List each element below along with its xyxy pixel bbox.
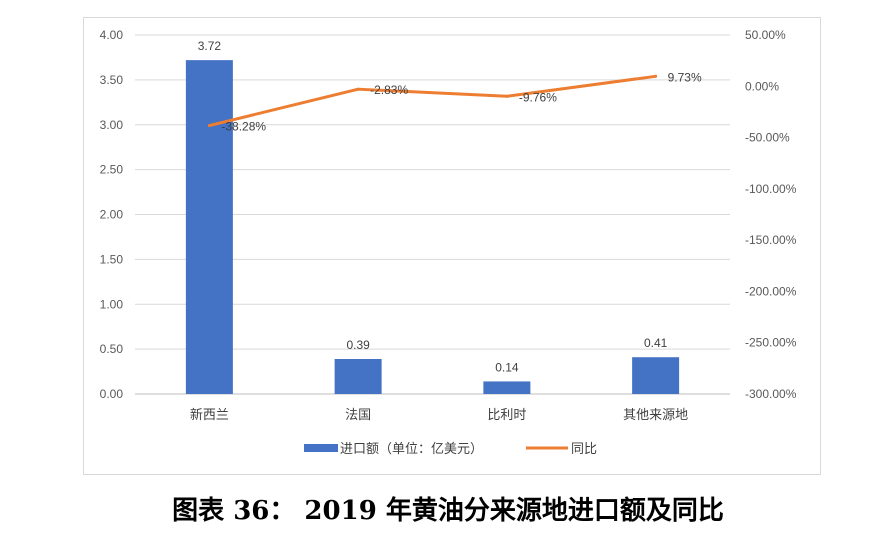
bar-data-labels: 3.72 0.39 0.14 0.41 (198, 39, 668, 374)
line-data-label: -2.83% (370, 83, 408, 97)
right-axis-ticks: -300.00% -250.00% -200.00% -150.00% -100.00%… (745, 28, 797, 401)
right-axis-tick-label: 0.00% (745, 79, 779, 93)
category-label: 法国 (345, 408, 371, 423)
category-label: 其他来源地 (623, 408, 688, 423)
figure-caption: 图表 36： 2019 年黄油分来源地进口额及同比 (172, 496, 724, 526)
left-axis-tick-label: 2.00 (100, 208, 124, 222)
left-axis-tick-label: 0.00 (100, 387, 124, 401)
chart-frame (83, 17, 821, 475)
line-point (654, 74, 658, 78)
bar (334, 358, 382, 394)
line-point (356, 87, 360, 91)
bar (632, 357, 680, 394)
legend-line-label: 同比 (571, 442, 597, 457)
bar (483, 381, 531, 394)
left-axis-tick-label: 3.00 (100, 118, 124, 132)
right-axis-tick-label: -100.00% (745, 182, 797, 196)
right-axis-tick-label: -300.00% (745, 387, 797, 401)
bar (185, 60, 233, 394)
line-path (207, 74, 658, 128)
right-axis-tick-label: -250.00% (745, 336, 797, 350)
gridlines (135, 34, 730, 395)
right-axis-tick-label: -150.00% (745, 233, 797, 247)
bar-data-label: 0.41 (644, 336, 668, 350)
line-data-label: 9.73% (668, 70, 702, 84)
line-data-label: -9.76% (519, 90, 557, 104)
combo-chart: 0.00 0.50 1.00 1.50 2.00 2.50 3.00 3.50 4.00 -30… (100, 28, 797, 457)
bar-data-label: 3.72 (198, 39, 222, 53)
left-axis-tick-label: 0.50 (100, 342, 124, 356)
line-point (505, 94, 509, 98)
line-data-labels: -38.28% -2.83% -9.76% 9.73% (221, 70, 702, 133)
bar-data-label: 0.14 (495, 360, 519, 374)
left-axis-tick-label: 1.00 (100, 297, 124, 311)
legend: 进口额（单位：亿美元） 同比 (304, 442, 597, 457)
right-axis-tick-label: -200.00% (745, 284, 797, 298)
legend-bar-swatch (304, 444, 338, 452)
bar-series (185, 60, 680, 394)
legend-bar-label: 进口额（单位：亿美元） (340, 442, 483, 457)
right-axis-tick-label: 50.00% (745, 28, 786, 42)
line-series (207, 74, 658, 128)
line-point (207, 124, 211, 128)
category-labels: 新西兰 法国 比利时 其他来源地 (190, 407, 688, 423)
right-axis-tick-label: -50.00% (745, 131, 790, 145)
left-axis-tick-label: 4.00 (100, 28, 124, 42)
bar-data-label: 0.39 (346, 338, 370, 352)
category-label: 新西兰 (190, 407, 229, 423)
left-axis-tick-label: 2.50 (100, 163, 124, 177)
left-axis-ticks: 0.00 0.50 1.00 1.50 2.00 2.50 3.00 3.50 4.00 (100, 28, 124, 401)
category-label: 比利时 (487, 408, 526, 423)
left-axis-tick-label: 1.50 (100, 252, 124, 266)
left-axis-tick-label: 3.50 (100, 73, 124, 87)
line-data-label: -38.28% (221, 120, 266, 134)
